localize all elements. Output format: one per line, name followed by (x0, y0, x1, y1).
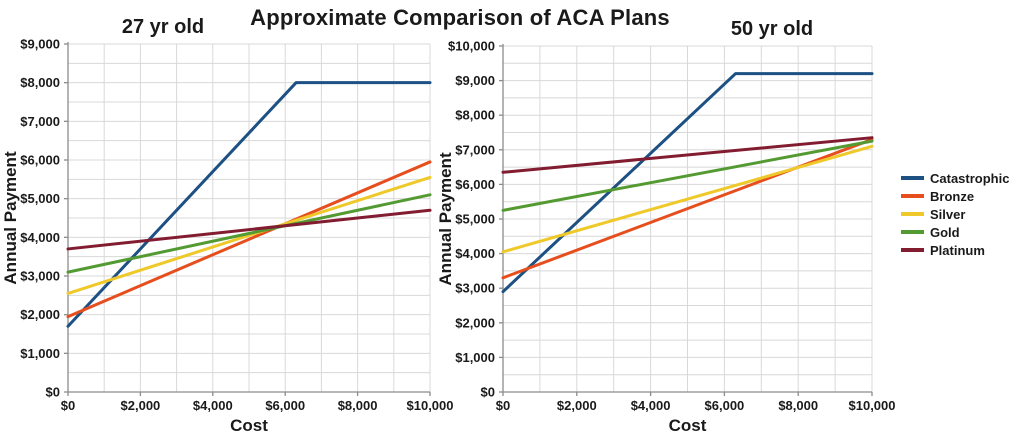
y-axis-title: Annual Payment (1, 151, 20, 285)
x-tick-label: $2,000 (557, 398, 597, 413)
x-tick-label: $0 (61, 398, 75, 413)
series-line-catastrophic (501, 72, 874, 294)
y-tick-label: $9,000 (455, 73, 495, 88)
series-line-platinum (501, 136, 874, 174)
y-tick-label: $2,000 (20, 307, 60, 322)
x-tick-label: $0 (496, 398, 510, 413)
x-axis-title: Cost (669, 416, 707, 435)
x-tick-label: $6,000 (705, 398, 745, 413)
y-tick-label: $7,000 (455, 142, 495, 157)
legend-label: Platinum (930, 242, 985, 258)
y-tick-label: $0 (46, 385, 60, 400)
y-tick-label: $6,000 (455, 177, 495, 192)
series-line-platinum (66, 208, 432, 251)
legend-swatch-gold (901, 230, 924, 234)
legend-item-platinum: Platinum (901, 241, 1009, 259)
legend-swatch-platinum (901, 248, 924, 252)
y-tick-label: $2,000 (455, 315, 495, 330)
legend-item-bronze: Bronze (901, 187, 1009, 205)
legend-swatch-catastrophic (901, 176, 924, 180)
legend-label: Catastrophic (930, 170, 1010, 186)
series-line-catastrophic (66, 81, 432, 328)
series-line-silver (66, 175, 432, 295)
x-tick-label: $2,000 (121, 398, 161, 413)
y-tick-label: $8,000 (455, 108, 495, 123)
legend-item-gold: Gold (901, 223, 1009, 241)
y-axis-title: Annual Payment (436, 152, 455, 286)
y-tick-label: $3,000 (20, 269, 60, 284)
legend-swatch-bronze (901, 194, 924, 198)
x-tick-label: $8,000 (778, 398, 818, 413)
y-tick-label: $4,000 (455, 246, 495, 261)
y-tick-label: $8,000 (20, 75, 60, 90)
y-tick-label: $5,000 (455, 212, 495, 227)
chart-subtitle: 50 yr old (731, 18, 813, 40)
legend-label: Bronze (930, 188, 975, 204)
legend-label: Silver (930, 206, 966, 222)
chart-subtitle: 27 yr old (122, 16, 204, 38)
main-title: Approximate Comparison of ACA Plans (250, 5, 670, 30)
x-tick-label: $4,000 (193, 398, 233, 413)
legend-label: Gold (930, 224, 960, 240)
y-tick-label: $7,000 (20, 114, 60, 129)
series-line-gold (501, 139, 874, 212)
series-line-silver (501, 144, 874, 254)
y-tick-label: $1,000 (20, 346, 60, 361)
series-line-gold (66, 193, 432, 274)
legend: Catastrophic Bronze Silver Gold Platinum (901, 169, 1009, 259)
x-tick-label: $8,000 (338, 398, 378, 413)
y-tick-label: $3,000 (455, 281, 495, 296)
y-tick-label: $0 (481, 385, 495, 400)
x-tick-label: $4,000 (631, 398, 671, 413)
x-tick-label: $10,000 (407, 398, 454, 413)
x-tick-label: $10,000 (849, 398, 896, 413)
x-tick-label: $6,000 (265, 398, 305, 413)
y-tick-label: $1,000 (455, 350, 495, 365)
y-tick-label: $5,000 (20, 191, 60, 206)
x-axis-title: Cost (230, 416, 268, 435)
legend-item-catastrophic: Catastrophic (901, 169, 1009, 187)
legend-item-silver: Silver (901, 205, 1009, 223)
chart-50-yr-old: $0 $1,000 $2,000 $3,000 $4,000 $5,000 $6,000 $7… (436, 18, 896, 435)
y-tick-label: $9,000 (20, 37, 60, 52)
series-line-bronze (66, 160, 432, 319)
y-tick-label: $4,000 (20, 230, 60, 245)
y-tick-label: $10,000 (448, 39, 495, 54)
chart-27-yr-old: $0 $1,000 $2,000 $3,000 $4,000 $5,000 $6,000 $7… (1, 16, 454, 435)
y-tick-label: $6,000 (20, 153, 60, 168)
legend-swatch-silver (901, 212, 924, 216)
